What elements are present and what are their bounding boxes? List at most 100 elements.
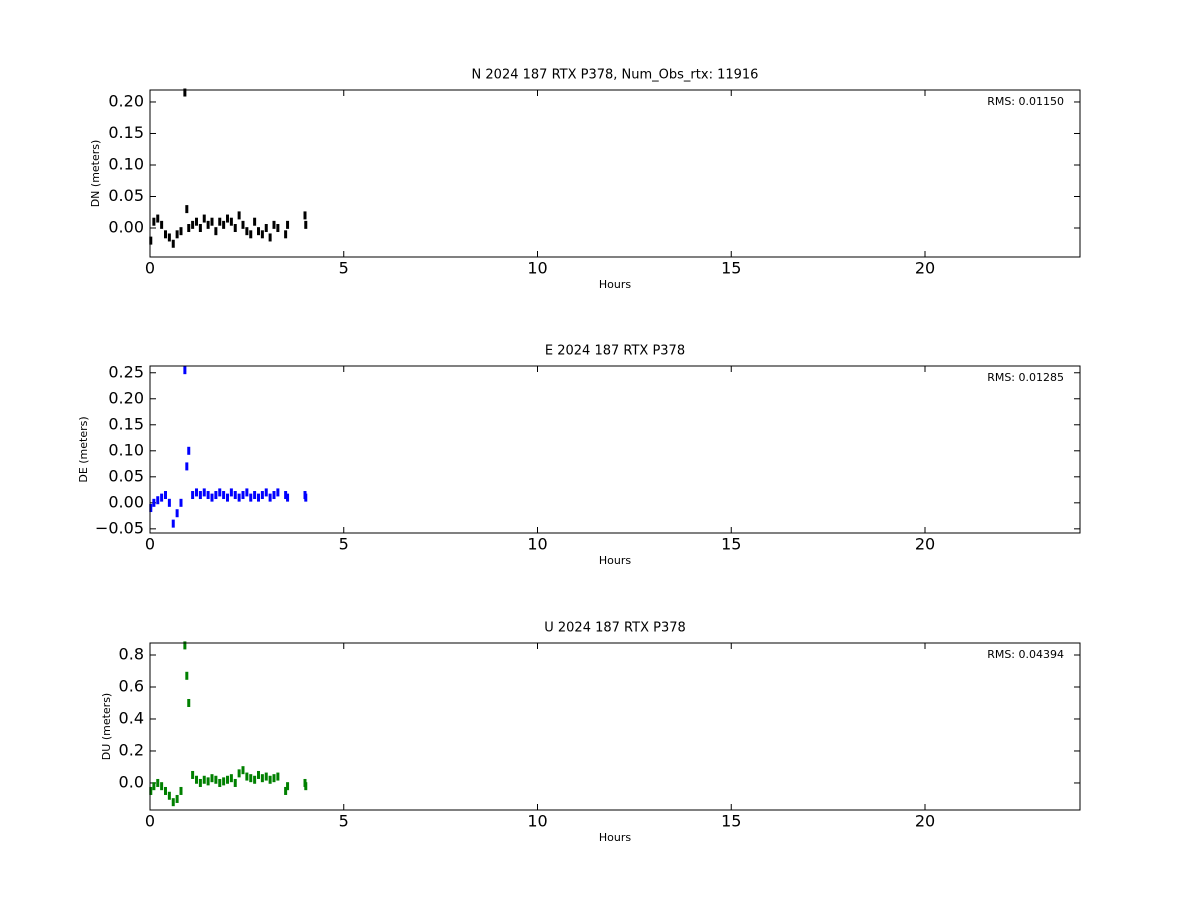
point	[149, 236, 153, 245]
point	[245, 772, 249, 781]
point	[206, 220, 210, 229]
chart-title: N 2024 187 RTX P378, Num_Obs_rtx: 11916	[472, 68, 759, 83]
x-tick-label: 0	[145, 535, 155, 554]
point	[245, 227, 249, 236]
x-tick-label: 20	[915, 812, 935, 831]
point	[195, 488, 198, 497]
x-tick-label: 5	[339, 535, 349, 554]
point	[268, 775, 272, 784]
point	[241, 491, 245, 500]
y-tick-label: 0.20	[108, 91, 144, 110]
point	[185, 205, 189, 214]
point	[264, 772, 268, 781]
point	[214, 775, 218, 784]
point	[156, 778, 160, 787]
point	[206, 491, 210, 500]
x-tick-label: 0	[145, 812, 155, 831]
point	[233, 491, 237, 500]
point	[202, 775, 206, 784]
point	[260, 491, 264, 500]
y-tick-label: 0.00	[108, 218, 144, 237]
point	[202, 488, 206, 497]
x-tick-label: 10	[527, 812, 547, 831]
point	[171, 519, 175, 528]
annotation: RMS: 0.01285	[987, 371, 1064, 384]
point	[191, 491, 195, 500]
y-tick-label: 0.10	[108, 440, 144, 459]
point	[222, 491, 226, 500]
point	[183, 88, 187, 97]
point	[187, 698, 191, 707]
y-tick-label: 0.2	[119, 740, 144, 759]
point	[202, 214, 206, 223]
y-tick-label: 0.15	[108, 123, 144, 142]
x-axis-label: Hours	[599, 554, 631, 567]
point	[226, 775, 229, 784]
point	[229, 488, 233, 497]
y-tick-label: 0.4	[119, 708, 144, 727]
point	[276, 488, 280, 497]
point	[175, 509, 179, 518]
point	[175, 230, 179, 239]
y-tick-label: 0.15	[108, 414, 144, 433]
y-axis-label: DN (meters)	[89, 140, 102, 208]
point	[253, 491, 257, 500]
point	[167, 498, 171, 507]
point	[195, 775, 198, 784]
x-tick-label: 5	[339, 812, 349, 831]
point	[179, 786, 183, 795]
y-tick-label: 0.8	[119, 644, 144, 663]
point	[210, 493, 214, 502]
point	[179, 227, 183, 236]
point	[185, 462, 189, 471]
point	[198, 491, 202, 500]
point	[218, 488, 222, 497]
y-tick-label: −0.05	[95, 518, 144, 537]
point	[253, 217, 257, 226]
point	[284, 230, 288, 239]
y-tick-label: 0.05	[108, 186, 144, 205]
point	[241, 766, 245, 775]
point	[191, 220, 195, 229]
point	[167, 791, 171, 800]
plot-frame	[149, 642, 1081, 811]
point	[253, 775, 257, 784]
point	[268, 493, 272, 502]
x-axis-label: Hours	[599, 278, 631, 291]
x-tick-label: 20	[915, 535, 935, 554]
point	[229, 774, 233, 783]
annotation: RMS: 0.04394	[987, 648, 1064, 661]
x-tick-label: 20	[915, 259, 935, 278]
point	[229, 217, 233, 226]
point	[152, 782, 156, 791]
chart-title: U 2024 187 RTX P378	[544, 621, 686, 636]
point	[249, 230, 253, 239]
point	[276, 772, 280, 781]
point	[156, 214, 160, 223]
y-tick-label: 0.20	[108, 388, 144, 407]
point	[260, 230, 264, 239]
point	[284, 786, 288, 795]
chart-title: E 2024 187 RTX P378	[545, 344, 685, 359]
point	[218, 778, 222, 787]
point	[191, 770, 195, 779]
point	[303, 211, 307, 220]
point	[175, 794, 179, 803]
point	[160, 220, 164, 229]
point	[218, 217, 222, 226]
x-tick-label: 15	[721, 259, 741, 278]
point	[272, 220, 276, 229]
point	[214, 227, 218, 236]
y-tick-label: 0.10	[108, 154, 144, 173]
point	[210, 217, 214, 226]
x-tick-label: 10	[527, 259, 547, 278]
point	[160, 782, 164, 791]
point	[179, 498, 183, 507]
point	[222, 777, 226, 786]
point	[304, 220, 308, 229]
point	[264, 224, 268, 233]
point	[260, 774, 264, 783]
point	[183, 366, 187, 375]
point	[257, 770, 260, 779]
